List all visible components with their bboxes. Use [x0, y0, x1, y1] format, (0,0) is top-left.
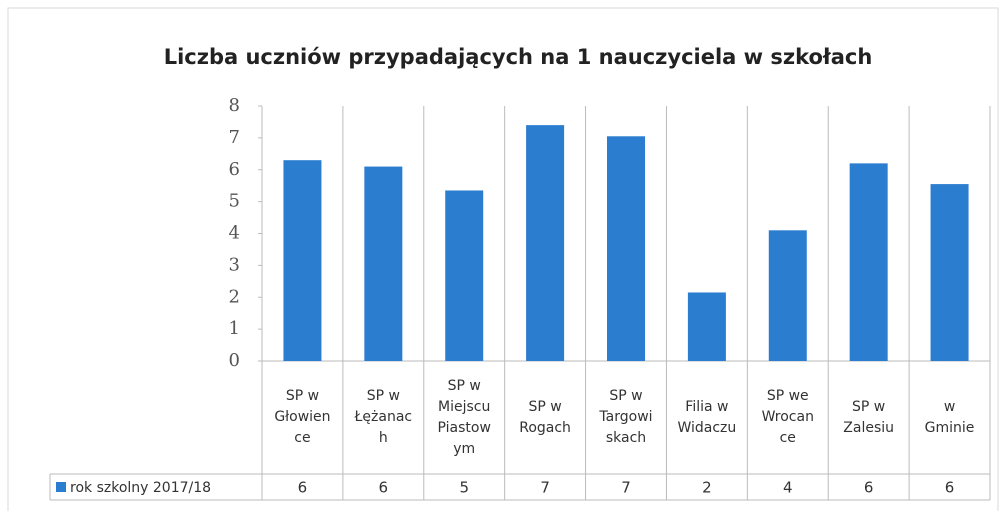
- x-tick-label-box: Filia w Widaczu: [677, 398, 737, 436]
- x-tick-label: w Gminie: [924, 398, 975, 436]
- x-tick-label-box: SP w Zalesiu: [843, 398, 895, 436]
- bar: [526, 125, 565, 361]
- x-tick-label-box: SP w Łężanac h: [354, 388, 413, 446]
- y-tick-label: 7: [229, 127, 240, 148]
- bar: [283, 160, 322, 361]
- x-tick-label: SP w Miejscu Piastow ym: [437, 377, 491, 457]
- y-tick-label: 8: [229, 95, 240, 116]
- y-tick-label: 0: [229, 350, 240, 371]
- legend-swatch: [56, 482, 66, 492]
- bar: [930, 184, 969, 361]
- bar: [687, 292, 726, 361]
- x-tick-label-box: SP w Rogach: [519, 398, 571, 436]
- bar: [445, 190, 484, 361]
- y-tick-label: 6: [229, 159, 240, 180]
- chart-frame: [7, 7, 999, 511]
- y-tick-label: 5: [229, 191, 240, 212]
- data-table-value: 7: [540, 479, 550, 497]
- bar: [849, 163, 888, 361]
- x-tick-label-box: SP w Miejscu Piastow ym: [437, 377, 491, 457]
- data-table-value: 6: [945, 479, 955, 497]
- data-table-value: 4: [783, 479, 793, 497]
- x-tick-label: SP w Zalesiu: [843, 398, 895, 436]
- legend-label: rok szkolny 2017/18: [70, 480, 211, 496]
- data-table-value: 7: [621, 479, 631, 497]
- x-tick-label: Filia w Widaczu: [677, 398, 737, 436]
- bar: [768, 230, 807, 361]
- x-tick-label: SP w Targowi skach: [599, 388, 653, 446]
- x-tick-label: SP we Wrocan ce: [761, 388, 814, 446]
- x-tick-label: SP w Głowien ce: [274, 388, 331, 446]
- x-tick-label-box: SP we Wrocan ce: [761, 388, 814, 446]
- y-tick-label: 2: [229, 286, 240, 307]
- data-table-value: 5: [459, 479, 469, 497]
- x-tick-label: SP w Łężanac h: [354, 388, 413, 446]
- x-tick-label-box: SP w Głowien ce: [274, 388, 331, 446]
- data-table-value: 6: [379, 479, 389, 497]
- x-tick-label: SP w Rogach: [519, 398, 571, 436]
- chart-title: Liczba uczniów przypadających na 1 naucz…: [164, 45, 873, 69]
- y-tick-label: 1: [229, 318, 240, 339]
- bar: [364, 166, 403, 361]
- x-tick-label-box: w Gminie: [924, 398, 975, 436]
- data-table-value: 6: [298, 479, 308, 497]
- y-tick-label: 3: [229, 254, 240, 275]
- data-table-value: 6: [864, 479, 874, 497]
- bar: [607, 136, 645, 361]
- data-table-value: 2: [702, 479, 712, 497]
- y-tick-label: 4: [229, 223, 240, 244]
- x-tick-label-box: SP w Targowi skach: [599, 388, 653, 446]
